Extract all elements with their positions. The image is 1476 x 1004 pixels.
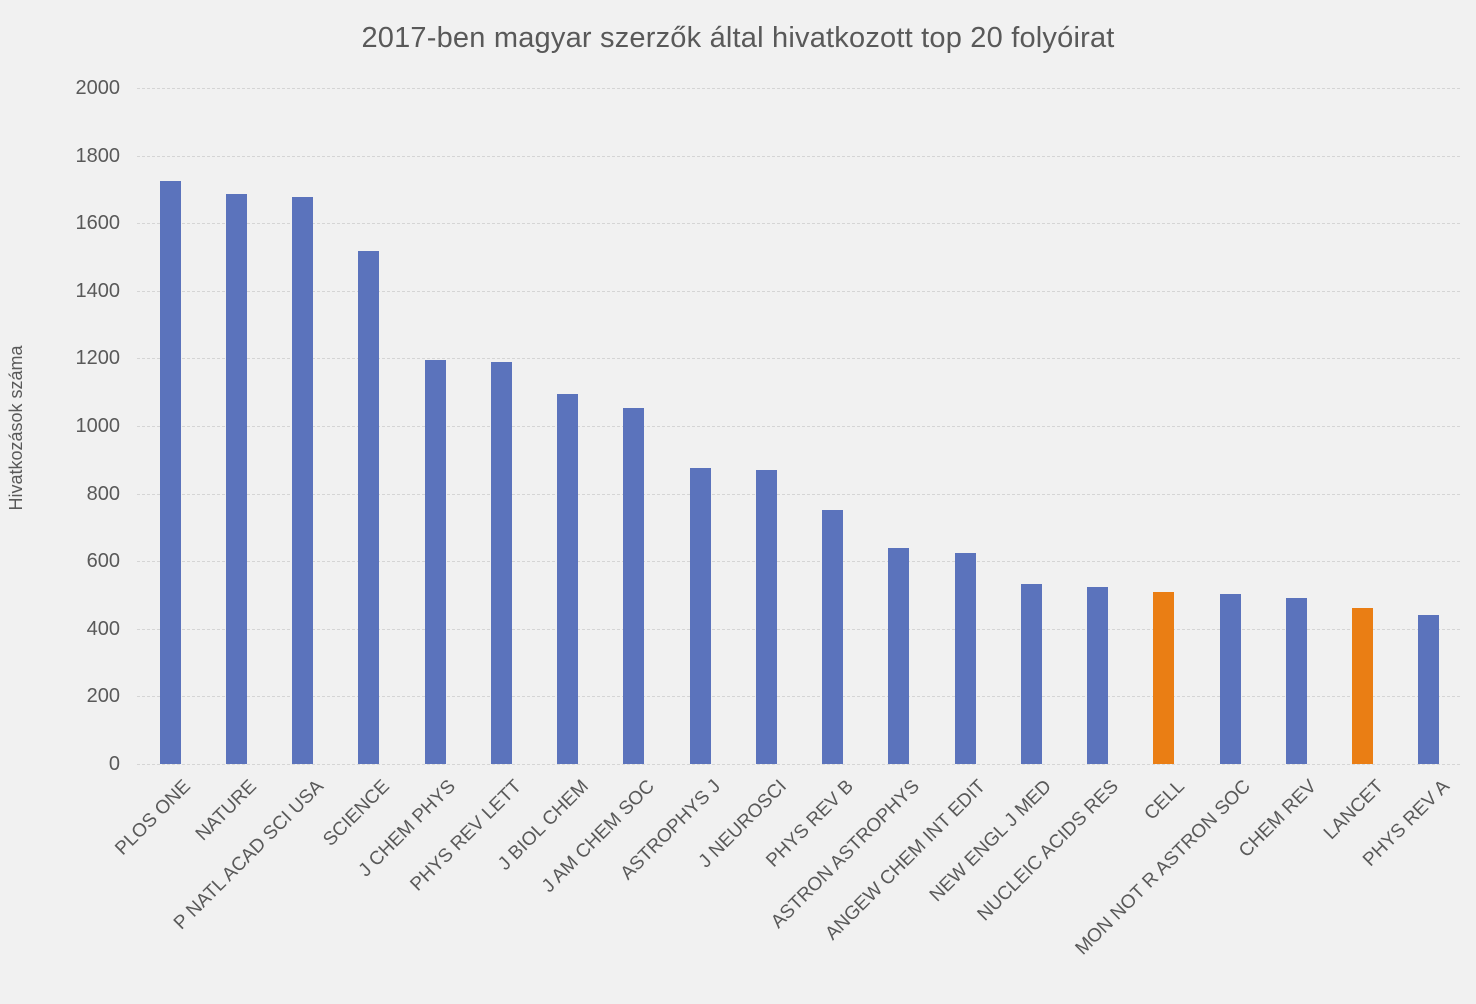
bar-cell xyxy=(1153,592,1175,764)
bar-mon-not-r-astron-soc xyxy=(1219,593,1241,764)
bar-angew-chem-int-edit xyxy=(954,552,976,764)
gridline-y-0 xyxy=(137,764,1462,765)
x-category-label-phys-rev-lett: PHYS REV LETT xyxy=(406,776,527,896)
gridline-y-800 xyxy=(137,493,1462,495)
y-tick-label-1200: 1200 xyxy=(75,347,121,370)
bar-astrophys-j xyxy=(689,467,711,764)
y-tick-label-200: 200 xyxy=(86,685,120,708)
y-tick-label-1800: 1800 xyxy=(75,144,121,167)
bar-j-neurosci xyxy=(755,469,777,764)
gridline-y-600 xyxy=(137,561,1462,563)
bar-nucleic-acids-res xyxy=(1087,586,1109,764)
bar-lancet xyxy=(1352,607,1374,764)
bar-phys-rev-a xyxy=(1418,614,1440,764)
x-category-label-nature: NATURE xyxy=(192,776,262,846)
y-tick-label-1400: 1400 xyxy=(75,279,121,302)
bar-science xyxy=(358,251,380,764)
gridline-y-1600 xyxy=(137,223,1462,225)
bar-chem-rev xyxy=(1285,598,1307,764)
y-tick-label-0: 0 xyxy=(108,753,120,775)
bar-nature xyxy=(225,194,247,764)
bar-j-chem-phys xyxy=(424,360,446,764)
gridline-y-1200 xyxy=(137,358,1462,360)
gridline-y-2000 xyxy=(137,88,1462,89)
y-tick-label-1600: 1600 xyxy=(75,212,121,235)
y-tick-label-2000: 2000 xyxy=(75,77,121,99)
gridline-y-1800 xyxy=(137,155,1462,157)
bar-j-biol-chem xyxy=(557,394,579,764)
y-tick-label-800: 800 xyxy=(86,482,120,505)
x-category-label-j-am-chem-soc: J AM CHEM SOC xyxy=(537,776,659,897)
bar-new-engl-j-med xyxy=(1020,583,1042,764)
x-category-label-cell: CELL xyxy=(1140,776,1189,825)
x-category-label-new-engl-j-med: NEW ENGL J MED xyxy=(926,776,1057,907)
y-tick-label-1000: 1000 xyxy=(75,415,121,437)
gridline-y-200 xyxy=(137,696,1462,698)
bar-astron-astrophys xyxy=(888,548,910,764)
bar-phys-rev-lett xyxy=(490,362,512,764)
bar-phys-rev-b xyxy=(822,509,844,764)
gridline-y-1400 xyxy=(137,290,1462,292)
bar-p-natl-acad-sci-usa xyxy=(292,196,314,764)
bar-j-am-chem-soc xyxy=(623,408,645,764)
y-tick-label-600: 600 xyxy=(86,550,120,573)
bar-plos-one xyxy=(159,180,181,764)
x-category-label-plos-one: PLOS ONE xyxy=(111,776,195,860)
y-tick-label-400: 400 xyxy=(86,617,120,640)
chart-title: 2017-ben magyar szerzők által hivatkozot… xyxy=(361,22,1115,54)
x-category-label-lancet: LANCET xyxy=(1319,776,1388,844)
gridline-y-400 xyxy=(137,628,1462,630)
plot-area xyxy=(137,88,1462,765)
gridline-y-1000 xyxy=(137,426,1462,427)
